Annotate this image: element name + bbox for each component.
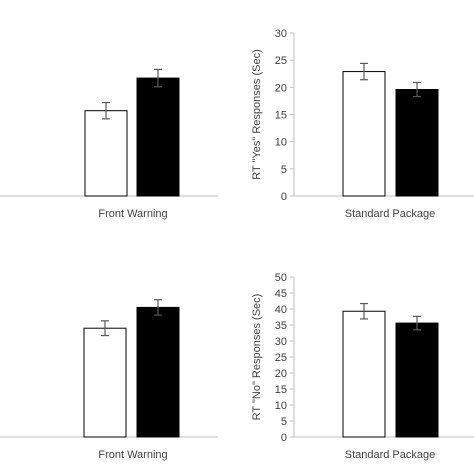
y-tick-label: 0 bbox=[281, 432, 287, 444]
chart-panel-1: Front Warning bbox=[0, 68, 218, 220]
y-tick-label: 10 bbox=[275, 400, 287, 412]
y-tick-label: 25 bbox=[275, 55, 287, 67]
chart-panel-2: 0 5 10 15 20 25 30 RT "Yes" Responses (Sec) Stan… bbox=[251, 28, 474, 220]
y-tick-label: 25 bbox=[275, 352, 287, 364]
y-tick-label: 10 bbox=[275, 137, 287, 149]
category-label: Front Warning bbox=[98, 208, 167, 220]
y-tick-label: 0 bbox=[281, 191, 287, 203]
y-tick-label: 35 bbox=[275, 320, 287, 332]
bar bbox=[136, 306, 180, 438]
y-tick-label: 30 bbox=[275, 28, 287, 40]
bar bbox=[395, 89, 439, 197]
y-tick-label: 30 bbox=[275, 336, 287, 348]
bar bbox=[342, 310, 386, 438]
y-tick-label: 15 bbox=[275, 110, 287, 122]
y-axis-label: RT "No" Responses (Sec) bbox=[251, 294, 263, 421]
y-tick-label: 45 bbox=[275, 288, 287, 300]
chart-panel-4: 0 5 10 15 20 25 30 35 40 45 50 RT "No" Responses (S… bbox=[251, 272, 474, 461]
y-axis-label: RT "Yes" Responses (Sec) bbox=[251, 49, 263, 180]
category-label: Front Warning bbox=[98, 449, 167, 461]
category-label: Standard Package bbox=[345, 449, 436, 461]
category-label: Standard Package bbox=[345, 208, 436, 220]
bar bbox=[342, 71, 386, 197]
y-tick-label: 20 bbox=[275, 368, 287, 380]
y-tick-label: 15 bbox=[275, 384, 287, 396]
chart-panel-3: Front Warning bbox=[0, 299, 218, 461]
y-tick-label: 50 bbox=[275, 272, 287, 284]
bar bbox=[83, 327, 127, 438]
bar bbox=[84, 110, 128, 197]
bar bbox=[136, 77, 180, 197]
y-tick-label: 20 bbox=[275, 82, 287, 94]
bar bbox=[395, 322, 439, 438]
y-tick-label: 5 bbox=[281, 416, 287, 428]
y-tick-label: 5 bbox=[281, 164, 287, 176]
y-tick-label: 40 bbox=[275, 304, 287, 316]
